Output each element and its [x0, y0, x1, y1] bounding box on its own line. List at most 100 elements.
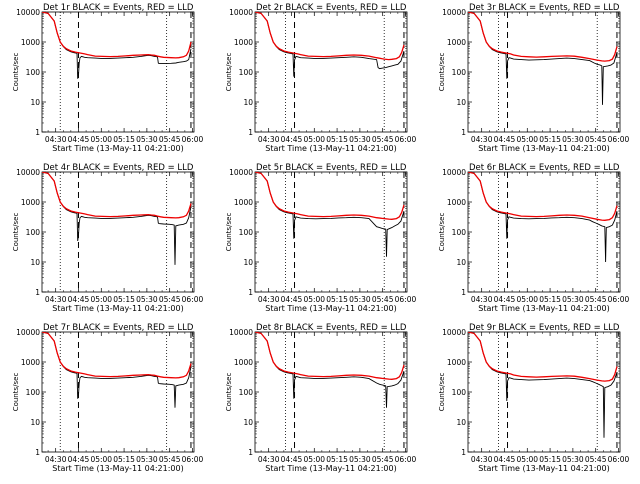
x-axis-label: Start Time (13-May-11 04:21:00)	[52, 144, 183, 153]
series-events-line	[468, 332, 618, 438]
x-tick-label: 04:45	[494, 135, 516, 144]
x-axis-label: Start Time (13-May-11 04:21:00)	[265, 144, 396, 153]
series-lld-line	[468, 332, 618, 382]
series-events-line	[42, 332, 192, 408]
y-tick-label: 100	[239, 388, 254, 397]
x-tick-label: 04:45	[68, 295, 90, 304]
plot-frame	[41, 171, 195, 293]
y-tick-label: 1000	[21, 198, 40, 207]
x-tick-label: 04:30	[471, 295, 493, 304]
series-events-line	[468, 12, 618, 105]
y-tick-label: 10000	[229, 8, 253, 17]
x-axis-label: Start Time (13-May-11 04:21:00)	[265, 464, 396, 473]
x-tick-label: 04:45	[494, 455, 516, 464]
x-axis-label: Start Time (13-May-11 04:21:00)	[478, 464, 609, 473]
x-tick-label: 04:30	[471, 135, 493, 144]
plot-frame	[41, 331, 195, 453]
x-tick-label: 05:00	[90, 295, 112, 304]
y-tick-label: 1000	[447, 38, 466, 47]
x-tick-label: 04:45	[281, 295, 303, 304]
y-tick-label: 10000	[442, 8, 466, 17]
panel-det-6: Det 6r BLACK = Events, RED = LLD 1 10 100 10…	[438, 163, 630, 313]
y-axis-label: Counts/sec	[12, 53, 20, 92]
series-lld-line	[255, 172, 405, 220]
y-axis-label: Counts/sec	[12, 213, 20, 252]
y-tick-label: 1	[248, 448, 253, 457]
x-tick-label: 05:15	[326, 455, 348, 464]
y-tick-label: 10	[243, 98, 253, 107]
y-tick-label: 1	[248, 288, 253, 297]
x-tick-label: 05:45	[159, 295, 181, 304]
panel-title: Det 4r BLACK = Events, RED = LLD	[43, 163, 194, 173]
series-lld-line	[42, 172, 192, 219]
panel-det-5: Det 5r BLACK = Events, RED = LLD 1 10 100 10…	[225, 163, 417, 313]
y-tick-label: 1000	[234, 198, 253, 207]
x-tick-label: 06:00	[182, 295, 204, 304]
x-tick-label: 05:15	[113, 455, 135, 464]
panel-title: Det 5r BLACK = Events, RED = LLD	[256, 163, 407, 173]
x-tick-label: 05:30	[136, 135, 158, 144]
y-tick-label: 10	[456, 258, 466, 267]
panel-title: Det 3r BLACK = Events, RED = LLD	[469, 3, 620, 13]
x-tick-label: 04:30	[258, 135, 280, 144]
x-tick-label: 05:00	[516, 135, 538, 144]
y-tick-label: 1	[248, 128, 253, 137]
y-tick-label: 100	[452, 228, 467, 237]
x-tick-label: 04:45	[68, 135, 90, 144]
x-tick-label: 05:45	[372, 135, 394, 144]
panel-title: Det 6r BLACK = Events, RED = LLD	[469, 163, 620, 173]
x-tick-label: 04:30	[45, 455, 67, 464]
x-tick-label: 05:45	[585, 455, 607, 464]
y-tick-label: 1000	[447, 358, 466, 367]
y-tick-label: 1	[35, 128, 40, 137]
x-tick-label: 04:30	[258, 455, 280, 464]
y-tick-label: 100	[239, 68, 254, 77]
panel-title: Det 8r BLACK = Events, RED = LLD	[256, 323, 407, 333]
y-axis-label: Counts/sec	[225, 373, 233, 412]
series-events-line	[42, 172, 192, 265]
y-tick-label: 1	[461, 128, 466, 137]
x-tick-label: 04:30	[45, 135, 67, 144]
series-lld-line	[42, 332, 192, 379]
panel-det-1: Det 1r BLACK = Events, RED = LLD 1 10 100 10…	[12, 3, 204, 153]
x-tick-label: 05:30	[136, 455, 158, 464]
y-tick-label: 1000	[447, 198, 466, 207]
x-tick-label: 06:00	[395, 135, 417, 144]
x-tick-label: 05:30	[349, 135, 371, 144]
y-axis-label: Counts/sec	[225, 213, 233, 252]
y-tick-label: 10	[30, 98, 40, 107]
x-axis-label: Start Time (13-May-11 04:21:00)	[478, 144, 609, 153]
y-axis-label: Counts/sec	[225, 53, 233, 92]
panel-title: Det 2r BLACK = Events, RED = LLD	[256, 3, 407, 13]
y-tick-label: 1	[461, 288, 466, 297]
series-lld-line	[42, 12, 192, 59]
x-tick-label: 05:30	[562, 455, 584, 464]
x-tick-label: 06:00	[182, 135, 204, 144]
panel-title: Det 9r BLACK = Events, RED = LLD	[469, 323, 620, 333]
series-lld-line	[468, 12, 618, 62]
x-tick-label: 05:45	[372, 455, 394, 464]
panel-det-8: Det 8r BLACK = Events, RED = LLD 1 10 100 10…	[225, 323, 417, 473]
y-axis-label: Counts/sec	[438, 53, 446, 92]
x-tick-label: 05:45	[159, 455, 181, 464]
x-tick-label: 05:45	[159, 135, 181, 144]
y-tick-label: 10	[456, 98, 466, 107]
x-tick-label: 04:30	[258, 295, 280, 304]
panel-det-7: Det 7r BLACK = Events, RED = LLD 1 10 100 10…	[12, 323, 204, 473]
x-tick-label: 05:00	[90, 455, 112, 464]
y-tick-label: 1000	[21, 358, 40, 367]
x-tick-label: 06:00	[182, 455, 204, 464]
y-tick-label: 10000	[442, 328, 466, 337]
y-tick-label: 10000	[229, 328, 253, 337]
y-axis-label: Counts/sec	[438, 373, 446, 412]
x-tick-label: 06:00	[608, 455, 630, 464]
series-lld-line	[255, 12, 405, 61]
x-tick-label: 04:45	[281, 135, 303, 144]
x-tick-label: 05:00	[303, 455, 325, 464]
x-axis-label: Start Time (13-May-11 04:21:00)	[52, 304, 183, 313]
x-tick-label: 06:00	[395, 455, 417, 464]
plot-frame	[41, 11, 195, 133]
y-tick-label: 100	[26, 228, 41, 237]
